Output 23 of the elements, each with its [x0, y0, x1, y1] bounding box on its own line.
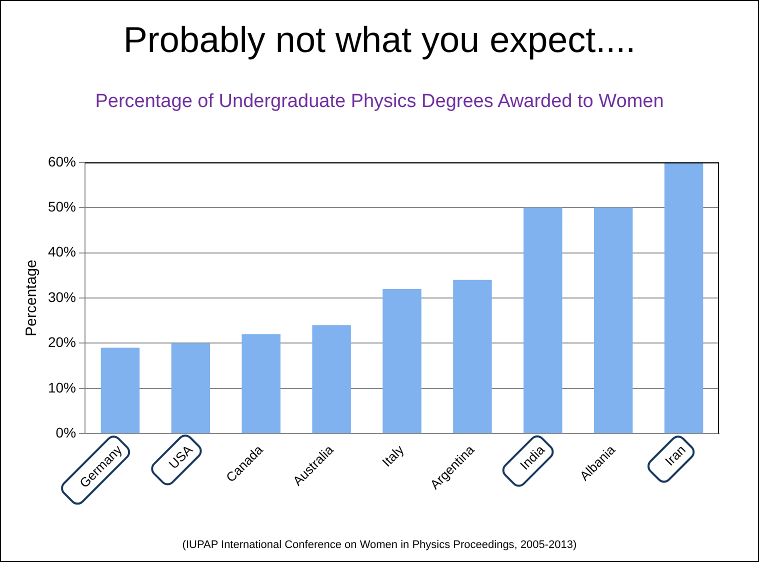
bar [664, 162, 704, 434]
x-tick-label: Iran [662, 442, 688, 469]
y-tick-label: 60% [48, 153, 76, 170]
y-tick-label: 40% [48, 244, 76, 260]
y-axis-title: Percentage [23, 260, 40, 336]
y-tick-label: 20% [48, 334, 76, 350]
y-tick-label: 10% [48, 379, 76, 396]
bar [171, 343, 210, 434]
text: (IUPAP International Conference on Women in Physics Proceedings, 2005-2013) [181, 539, 578, 551]
chart-title: Probably not what you expect.... [122, 19, 637, 61]
bar [382, 288, 422, 434]
y-tick-label: 30% [48, 288, 76, 305]
x-tick-label: USA [166, 442, 196, 472]
y-tick-label: 0% [56, 424, 76, 440]
bar [242, 334, 280, 434]
bar [453, 280, 492, 434]
bar [312, 325, 351, 434]
x-tick-label: Italy [379, 442, 408, 470]
bar [594, 208, 633, 434]
y-tick-label: 50% [48, 198, 76, 214]
chart-subtitle: Percentage of Undergraduate Physics Degrees Awarded to Women [94, 91, 665, 113]
bar [100, 348, 140, 434]
bar [524, 208, 562, 434]
